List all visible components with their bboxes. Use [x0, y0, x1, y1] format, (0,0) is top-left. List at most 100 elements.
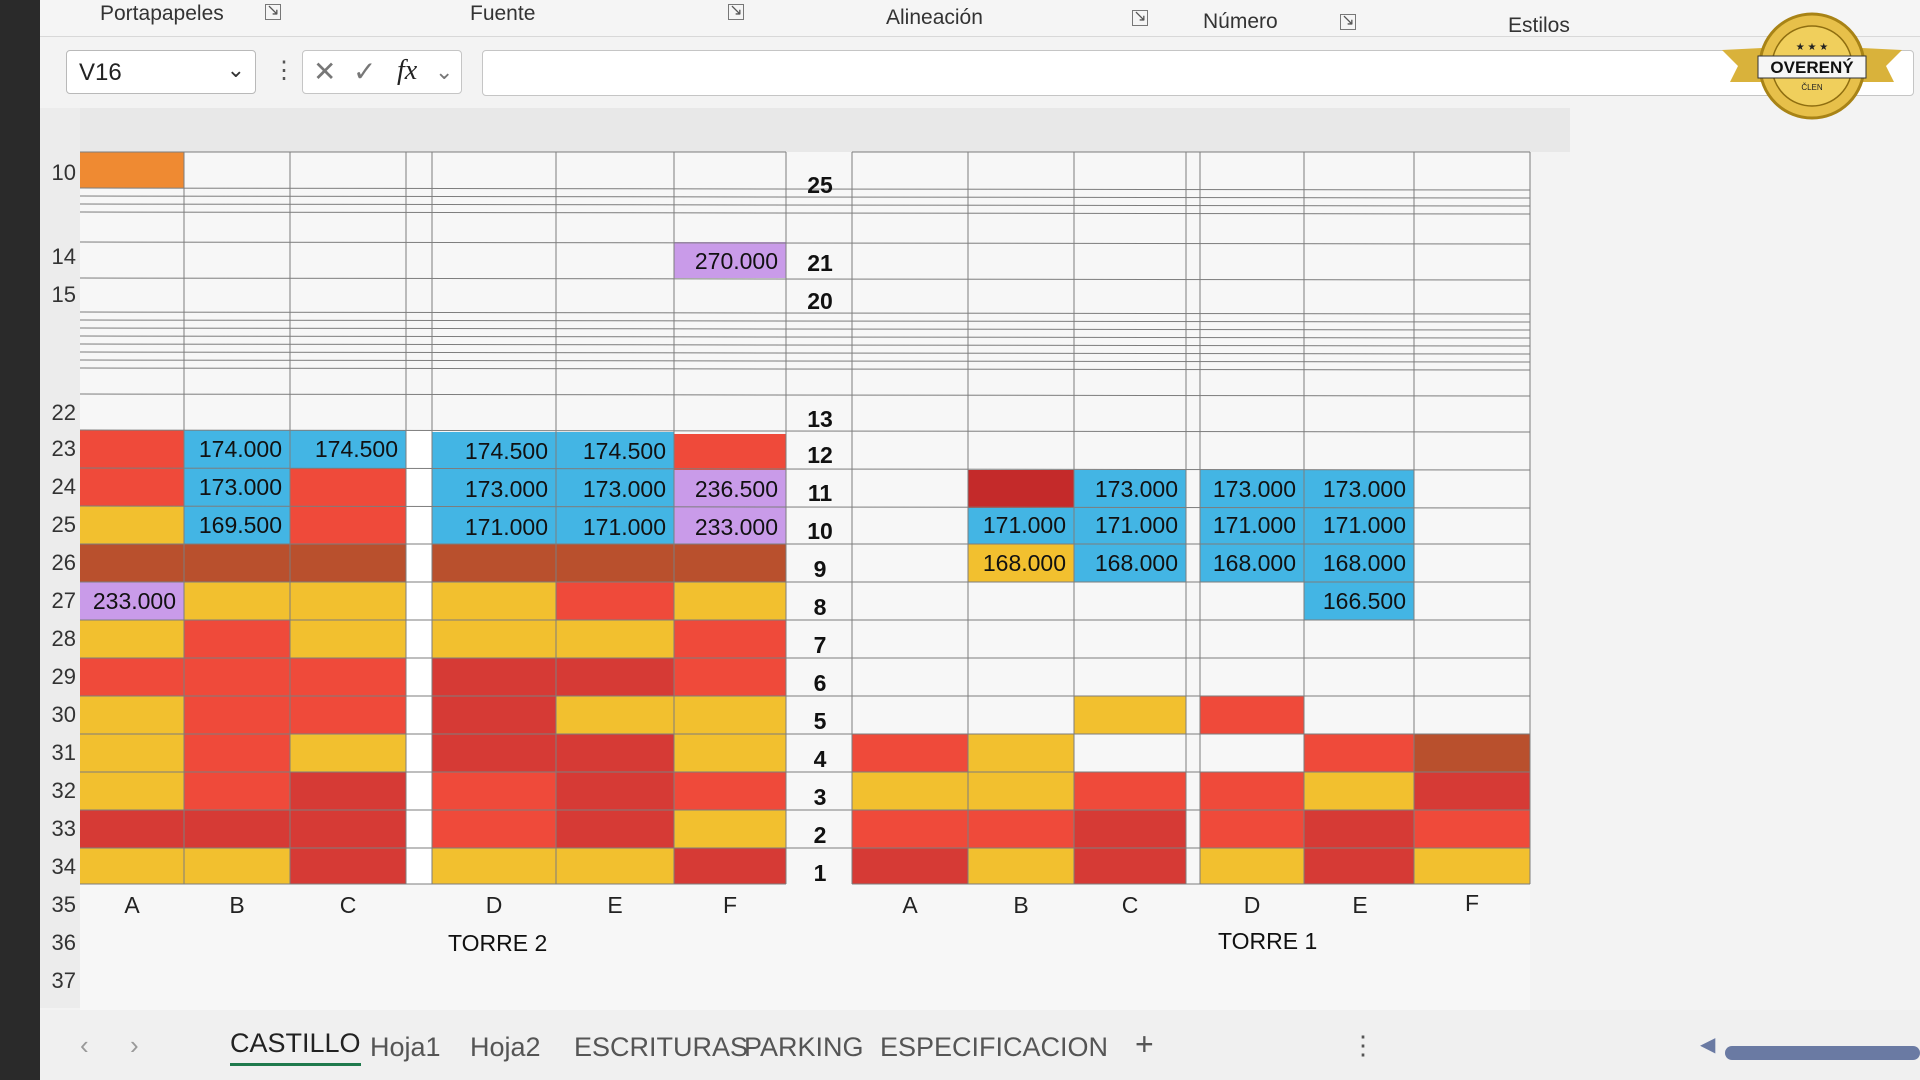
cell-f23: [556, 432, 674, 470]
cell-value-c23[interactable]: 174.500: [314, 436, 398, 462]
dialog-launcher-icon[interactable]: ↘: [1132, 8, 1148, 26]
ribbon-group-number[interactable]: Número: [1203, 10, 1278, 33]
cell-value-n25[interactable]: 171.000: [1322, 512, 1406, 538]
cell-value-f25[interactable]: 171.000: [582, 514, 666, 540]
cell-value-m25[interactable]: 171.000: [1212, 512, 1296, 538]
cell-value-k24[interactable]: 173.000: [1094, 476, 1178, 502]
row-header[interactable]: 26: [51, 550, 76, 575]
scroll-left-icon[interactable]: ◀: [1700, 1034, 1716, 1056]
check-icon[interactable]: ✓: [353, 56, 377, 87]
cell-value-b25[interactable]: 169.500: [198, 512, 282, 538]
chevron-down-icon[interactable]: ⌄: [226, 57, 245, 82]
sheet-tab-escrituras[interactable]: ESCRITURAS: [574, 1032, 749, 1062]
row-header[interactable]: 35: [51, 892, 76, 917]
dialog-launcher-icon[interactable]: ↘: [1340, 12, 1356, 30]
sheet-tab-hoja2[interactable]: Hoja2: [470, 1032, 541, 1062]
row-header[interactable]: 37: [51, 968, 76, 993]
row-header[interactable]: 36: [51, 930, 76, 955]
cell-value-b24[interactable]: 173.000: [198, 474, 282, 500]
cell-e23: [432, 432, 556, 470]
floor-label: 4: [813, 746, 827, 772]
cell-a24: [80, 468, 184, 506]
formula-input[interactable]: [482, 50, 1914, 96]
row-header[interactable]: 24: [51, 474, 76, 499]
sheet-tab-bar: ‹ › CASTILLO Hoja1 Hoja2 ESCRITURAS PARK…: [40, 1010, 1920, 1080]
cell-value-m26[interactable]: 168.000: [1212, 550, 1296, 576]
unit-letter: B: [229, 892, 245, 918]
unit-letter: D: [1243, 892, 1261, 918]
row-header[interactable]: 31: [51, 740, 76, 765]
cell-value-g25[interactable]: 233.000: [694, 514, 778, 540]
row-header[interactable]: 34: [51, 854, 76, 879]
row-header[interactable]: 23: [51, 436, 76, 461]
cell-value-e24[interactable]: 173.000: [464, 476, 548, 502]
unit-letter: C: [339, 892, 357, 918]
horizontal-scrollbar[interactable]: [1725, 1046, 1920, 1060]
chevron-left-icon[interactable]: ‹: [80, 1030, 89, 1060]
floor-label: 2: [813, 822, 827, 848]
ribbon-group-alignment[interactable]: Alineación: [886, 6, 983, 29]
cell-c25: [290, 506, 406, 544]
row-26-band: [80, 544, 786, 582]
chevron-right-icon[interactable]: ›: [130, 1030, 139, 1060]
cell-value-n27[interactable]: 166.500: [1322, 588, 1406, 614]
floor-label: 3: [813, 784, 827, 810]
formula-buttons: ✕ ✓ fx ⌄: [302, 50, 462, 94]
dialog-launcher-icon[interactable]: ↘: [265, 2, 281, 20]
x-icon[interactable]: ✕: [313, 56, 337, 87]
cell-value-m24[interactable]: 173.000: [1212, 476, 1296, 502]
ribbon-group-font[interactable]: Fuente: [470, 2, 536, 25]
unit-letter: D: [485, 892, 503, 918]
cell-value-a27[interactable]: 233.000: [92, 588, 176, 614]
cell-value-g24[interactable]: 236.500: [694, 476, 778, 502]
spreadsheet-grid[interactable]: [40, 0, 1920, 1010]
chevron-down-icon[interactable]: ⌄: [435, 59, 454, 84]
ribbon-group-styles[interactable]: Estilos: [1508, 14, 1570, 37]
name-box[interactable]: V16 ⌄: [66, 50, 256, 94]
cell-value-n26[interactable]: 168.000: [1322, 550, 1406, 576]
cell-g23: [674, 434, 786, 470]
right-tower-rows: [852, 470, 1530, 884]
row-header[interactable]: 25: [51, 512, 76, 537]
sheet-tab-especificacion[interactable]: ESPECIFICACION: [880, 1032, 1109, 1062]
cell-value-k26[interactable]: 168.000: [1094, 550, 1178, 576]
formula-bar: V16 ⌄ ⋮ ✕ ✓ fx ⌄: [40, 38, 1920, 106]
row-header[interactable]: 15: [51, 282, 76, 307]
cell-value-g14[interactable]: 270.000: [694, 248, 778, 274]
dialog-launcher-icon[interactable]: ↘: [728, 2, 744, 20]
floor-label: 10: [807, 518, 833, 544]
sheet-tab-hoja1[interactable]: Hoja1: [370, 1032, 441, 1062]
torre1-label: TORRE 1: [1218, 928, 1318, 954]
row-header[interactable]: 33: [51, 816, 76, 841]
cell-value-f23[interactable]: 174.500: [582, 438, 666, 464]
row-header[interactable]: 14: [51, 244, 76, 269]
cell-value-f24[interactable]: 173.000: [582, 476, 666, 502]
more-options-icon[interactable]: ⋮: [272, 57, 296, 84]
more-options-icon[interactable]: ⋮: [1350, 1030, 1376, 1060]
sheet-tab-castillo[interactable]: CASTILLO: [230, 1028, 361, 1066]
row-header[interactable]: 22: [51, 400, 76, 425]
cell-value-e23[interactable]: 174.500: [464, 438, 548, 464]
floor-label: 13: [807, 406, 833, 432]
row-header[interactable]: 32: [51, 778, 76, 803]
cell-value-k25[interactable]: 171.000: [1094, 512, 1178, 538]
cell-value-n24[interactable]: 173.000: [1322, 476, 1406, 502]
ribbon-group-clipboard[interactable]: Portapapeles: [100, 2, 224, 25]
cell-value-j25[interactable]: 171.000: [982, 512, 1066, 538]
unit-letter: B: [1013, 892, 1029, 918]
cell-value-j26[interactable]: 168.000: [982, 550, 1066, 576]
row-header[interactable]: 29: [51, 664, 76, 689]
row-header[interactable]: 27: [51, 588, 76, 613]
row-header[interactable]: 28: [51, 626, 76, 651]
badge-subtitle: ČLEN: [1801, 83, 1823, 92]
sheet-tab-parking[interactable]: PARKING: [744, 1032, 864, 1062]
cell-g14: [674, 242, 786, 278]
row-header[interactable]: 30: [51, 702, 76, 727]
add-sheet-icon[interactable]: +: [1135, 1026, 1154, 1062]
name-box-value: V16: [79, 59, 122, 86]
cell-value-b23[interactable]: 174.000: [198, 436, 282, 462]
cell-a25: [80, 506, 184, 544]
fx-icon[interactable]: fx: [397, 55, 418, 86]
cell-value-e25[interactable]: 171.000: [464, 514, 548, 540]
row-header[interactable]: 10: [51, 160, 76, 185]
